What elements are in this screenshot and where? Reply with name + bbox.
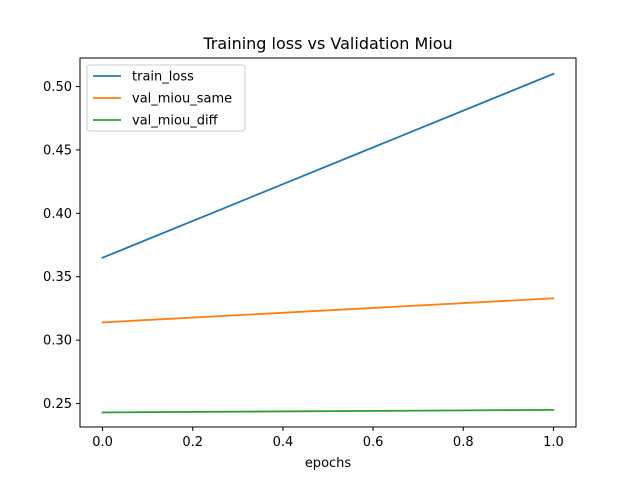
legend-label: val_miou_same: [132, 92, 232, 107]
legend: train_loss val_miou_same val_miou_diff: [86, 64, 246, 132]
chart-title: Training loss vs Validation Miou: [202, 34, 452, 53]
legend-label: val_miou_diff: [132, 114, 219, 129]
y-axis-ticks: 0.25 0.30 0.35 0.40 0.45 0.50: [43, 80, 80, 412]
y-tick-label: 0.40: [43, 207, 72, 222]
x-tick-label: 0.4: [273, 435, 294, 450]
y-tick-label: 0.35: [43, 270, 72, 285]
x-tick-label: 0.0: [92, 435, 113, 450]
y-tick-label: 0.50: [43, 80, 72, 95]
x-tick-label: 0.2: [182, 435, 203, 450]
series-line-train-loss: [101, 72, 555, 259]
y-tick-label: 0.25: [43, 397, 72, 412]
series-lines: [101, 72, 555, 414]
x-tick-label: 0.8: [453, 435, 474, 450]
y-tick-label: 0.30: [43, 334, 72, 349]
series-line-val-miou-same: [101, 297, 555, 324]
y-tick-label: 0.45: [43, 143, 72, 158]
legend-box: [86, 64, 246, 132]
x-tick-label: 0.6: [363, 435, 384, 450]
x-axis-ticks: 0.0 0.2 0.4 0.6 0.8 1.0: [92, 427, 564, 450]
x-axis-title: epochs: [305, 456, 352, 471]
x-tick-label: 1.0: [543, 435, 564, 450]
legend-label: train_loss: [132, 70, 194, 85]
plot-frame: [79, 57, 577, 428]
series-line-val-miou-diff: [101, 408, 555, 414]
